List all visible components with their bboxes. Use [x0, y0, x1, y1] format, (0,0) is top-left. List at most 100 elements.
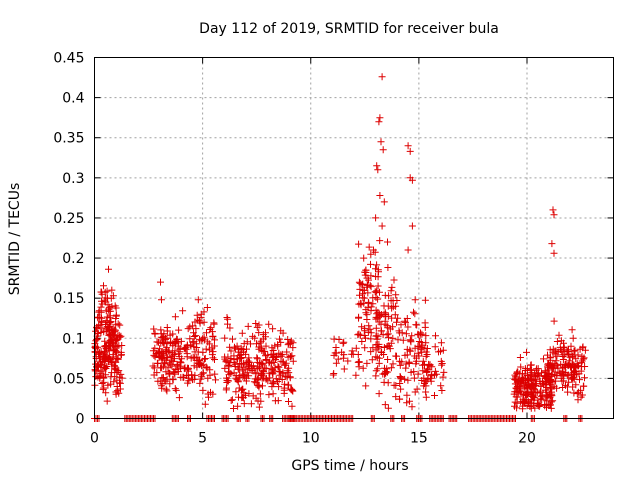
data-point	[196, 335, 203, 343]
data-point	[97, 347, 105, 355]
data-point	[190, 333, 198, 340]
data-point	[239, 385, 247, 393]
data-point	[259, 360, 267, 368]
data-point	[113, 343, 121, 351]
data-point	[355, 240, 363, 248]
data-point	[581, 374, 588, 382]
data-point	[372, 214, 380, 222]
data-point	[542, 391, 550, 399]
data-point	[431, 367, 439, 375]
data-point	[380, 198, 388, 206]
y-tick-label: 0.3	[62, 171, 84, 187]
data-point	[363, 311, 371, 319]
data-point	[560, 344, 568, 352]
data-point	[238, 386, 245, 394]
data-point	[157, 333, 165, 341]
data-point	[154, 360, 162, 367]
data-point	[107, 318, 115, 326]
data-point	[287, 353, 295, 361]
data-point	[281, 380, 289, 388]
data-point	[114, 355, 122, 363]
data-point	[424, 366, 432, 374]
data-point	[348, 347, 356, 355]
data-point	[231, 343, 238, 351]
data-point	[118, 342, 126, 349]
data-point	[552, 357, 560, 365]
data-point	[380, 351, 388, 358]
data-point	[271, 397, 279, 405]
data-point	[281, 361, 289, 369]
data-point	[94, 313, 102, 321]
data-point	[230, 352, 238, 360]
data-point	[269, 390, 277, 398]
data-point	[332, 349, 340, 357]
data-point	[440, 368, 448, 376]
data-point	[158, 348, 166, 356]
data-point	[205, 340, 213, 348]
data-point	[387, 287, 395, 295]
data-point	[186, 335, 194, 343]
data-point	[547, 392, 555, 400]
data-point	[380, 344, 388, 351]
data-point	[165, 359, 173, 367]
data-point	[271, 342, 279, 350]
data-point	[166, 380, 174, 388]
data-point	[104, 294, 111, 302]
data-point	[552, 377, 560, 385]
data-point	[266, 374, 274, 382]
data-point	[94, 332, 102, 340]
data-point	[407, 368, 415, 376]
data-point	[364, 298, 372, 306]
data-point	[355, 358, 363, 366]
data-point	[251, 334, 259, 342]
data-point	[262, 333, 269, 341]
data-point	[239, 367, 247, 375]
data-point	[252, 320, 260, 327]
data-point	[558, 348, 566, 356]
data-point	[106, 307, 114, 315]
data-point	[512, 384, 520, 392]
data-point	[201, 355, 209, 362]
data-point	[208, 351, 216, 359]
data-point	[412, 360, 420, 368]
data-point	[373, 287, 381, 295]
data-point	[238, 394, 246, 402]
data-point	[523, 389, 531, 397]
x-tick-label: 10	[302, 431, 320, 447]
data-point	[98, 324, 106, 332]
data-point	[437, 339, 445, 347]
data-point	[105, 330, 113, 338]
data-point	[158, 364, 166, 372]
data-point	[427, 374, 434, 382]
data-point	[112, 315, 120, 322]
data-point	[256, 339, 264, 347]
data-point	[191, 371, 199, 379]
data-point	[394, 336, 402, 344]
data-point	[384, 379, 392, 387]
data-point	[408, 403, 416, 411]
data-point	[249, 362, 257, 370]
data-point	[421, 296, 429, 304]
data-point	[427, 377, 435, 385]
data-point	[158, 384, 166, 392]
data-point	[117, 332, 125, 340]
data-point	[195, 360, 203, 368]
data-point	[374, 282, 382, 290]
data-point	[513, 378, 521, 386]
data-point	[274, 362, 282, 370]
data-point	[412, 321, 420, 329]
data-point	[386, 325, 394, 333]
data-point	[559, 353, 567, 360]
data-point	[422, 332, 430, 340]
data-point	[431, 343, 439, 351]
data-point	[519, 395, 527, 403]
data-point	[169, 375, 177, 383]
data-point	[377, 327, 385, 335]
data-point	[248, 365, 256, 373]
data-point	[171, 355, 178, 363]
data-point	[392, 352, 400, 360]
data-point	[545, 379, 553, 387]
data-point	[157, 278, 164, 286]
data-point	[211, 370, 219, 378]
data-point	[547, 404, 555, 412]
